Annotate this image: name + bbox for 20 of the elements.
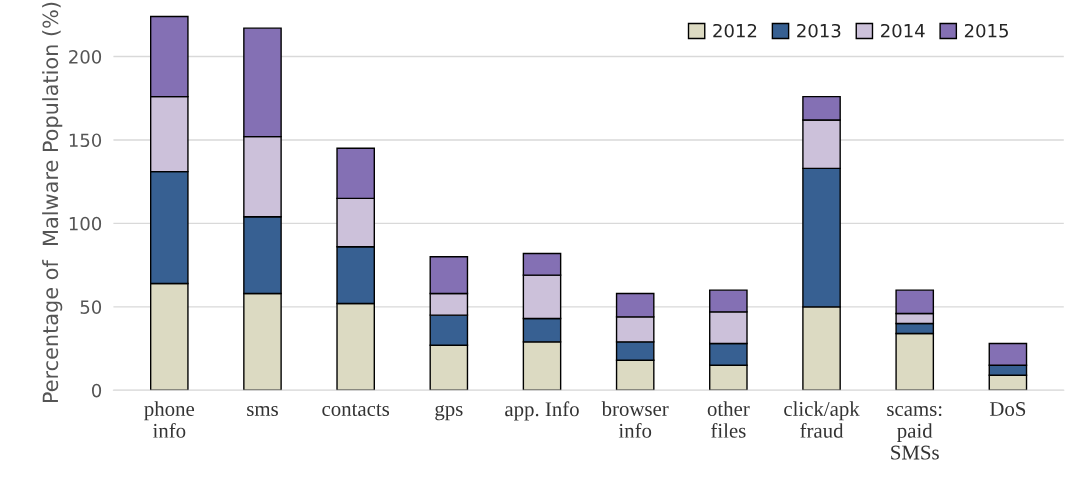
x-tick-label: phone info [144,401,195,438]
y-tick-label: 200 [69,49,102,64]
x-tick-label: click/apk fraud [784,401,860,438]
legend-label: 2013 [797,23,841,38]
x-tick-label: DoS [989,402,1026,417]
y-tick-label: 0 [91,383,102,398]
legend-label: 2015 [964,23,1008,38]
x-tick-label: browser info [601,401,669,438]
x-tick-label: app. Info [505,401,579,421]
x-tick-label: gps [435,405,463,421]
x-tick-label: sms [247,406,278,417]
y-axis-title: Percentage of Malware Population (%) [42,2,63,403]
x-tick-label: other files [707,401,750,438]
legend-label: 2014 [881,23,925,38]
y-tick-label: 150 [69,133,102,148]
x-tick-label: contacts [322,404,390,417]
y-tick-label: 100 [69,216,102,231]
x-tick-label: scams: paid SMSs [887,406,942,460]
y-tick-label: 50 [80,300,102,314]
legend-label: 2012 [713,23,757,38]
